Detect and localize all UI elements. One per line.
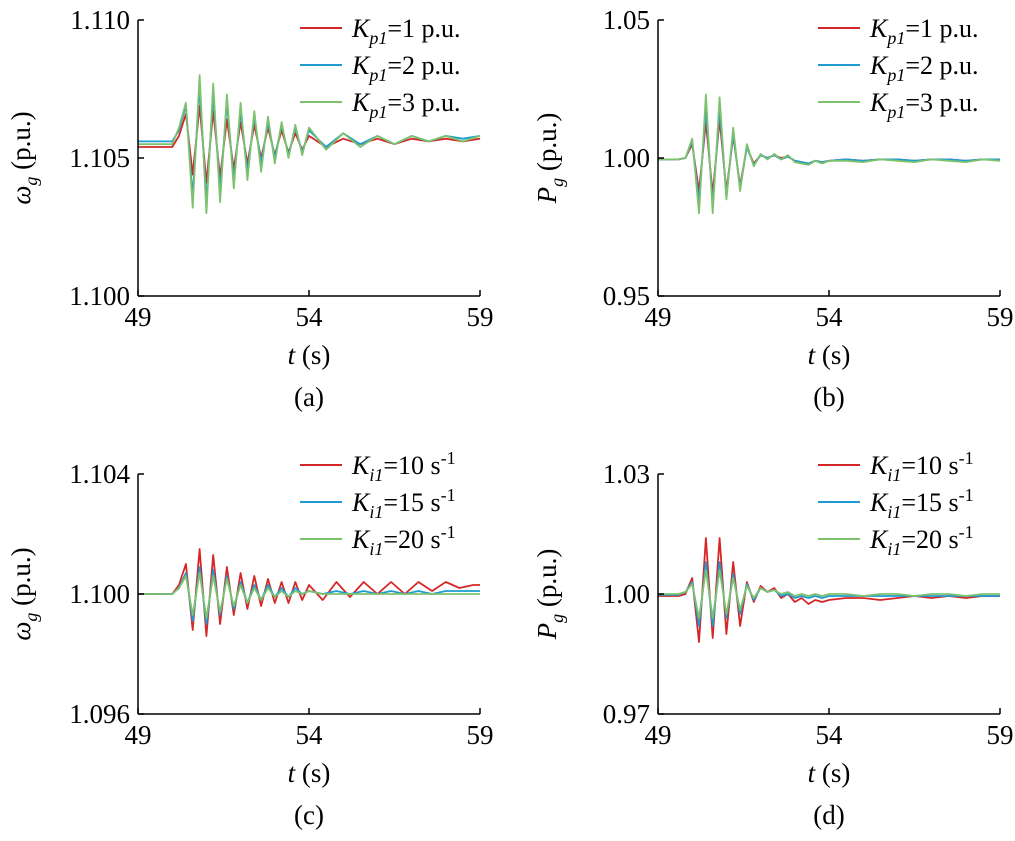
- panel-label: (c): [294, 800, 324, 830]
- legend-entry: Kp1=3 p.u.: [351, 88, 461, 122]
- y-axis-label: Pg (p.u.): [532, 113, 567, 205]
- x-tick-label: 54: [816, 720, 844, 750]
- legend: Kp1=1 p.u.Kp1=2 p.u.Kp1=3 p.u.: [300, 14, 461, 122]
- legend-entry: Ki1=10 s-1: [869, 448, 974, 485]
- x-tick-label: 49: [645, 302, 672, 332]
- x-tick-label: 59: [467, 720, 494, 750]
- series-line-3: [658, 569, 1000, 619]
- y-axis-label: ωg (p.u.): [6, 547, 41, 640]
- legend: Kp1=1 p.u.Kp1=2 p.u.Kp1=3 p.u.: [818, 14, 979, 122]
- x-axis-label: t (s): [288, 340, 331, 370]
- y-tick-label: 1.03: [603, 459, 650, 489]
- legend-entry: Kp1=2 p.u.: [351, 51, 461, 85]
- x-tick-label: 54: [296, 720, 324, 750]
- legend-entry: Kp1=1 p.u.: [869, 14, 979, 48]
- y-tick-label: 1.00: [603, 579, 650, 609]
- x-axis-label: t (s): [288, 758, 331, 788]
- x-tick-label: 59: [987, 720, 1014, 750]
- y-axis-label: Pg (p.u.): [532, 549, 567, 641]
- y-tick-label: 1.100: [69, 281, 130, 311]
- legend-entry: Ki1=20 s-1: [351, 522, 456, 559]
- chart-panel-d: 0.97 1.00 1.03 49 54 59 t (s) (d) Pg (p.u.) Ki1=1…: [532, 448, 1014, 830]
- y-tick-label: 1.100: [69, 579, 130, 609]
- legend-entry: Ki1=15 s-1: [351, 485, 456, 522]
- legend-entry: Kp1=2 p.u.: [869, 51, 979, 85]
- x-tick-label: 59: [987, 302, 1014, 332]
- legend-entry: Ki1=10 s-1: [351, 448, 456, 485]
- series-line-3: [138, 572, 480, 619]
- y-tick-label: 1.05: [603, 5, 650, 35]
- x-tick-label: 54: [816, 302, 844, 332]
- legend-entry: Kp1=3 p.u.: [869, 88, 979, 122]
- y-tick-label: 1.104: [69, 459, 130, 489]
- x-tick-label: 59: [467, 302, 494, 332]
- x-tick-label: 54: [296, 302, 324, 332]
- x-tick-label: 49: [125, 720, 152, 750]
- chart-panel-a: 1.100 1.105 1.110 49 54 59 t (s) (a) ωg (p.u.) Kp…: [6, 5, 494, 412]
- y-tick-label: 1.00: [603, 143, 650, 173]
- legend-entry: Ki1=15 s-1: [869, 485, 974, 522]
- series-line-3: [658, 93, 1001, 215]
- panel-label: (b): [813, 382, 844, 412]
- y-tick-label: 1.110: [70, 5, 130, 35]
- y-axis-label: ωg (p.u.): [6, 111, 41, 204]
- legend-entry: Ki1=20 s-1: [869, 522, 974, 559]
- x-axis-label: t (s): [808, 758, 851, 788]
- x-tick-label: 49: [645, 720, 672, 750]
- y-tick-label: 1.096: [69, 699, 130, 729]
- series-line-3: [138, 74, 481, 215]
- chart-panel-c: 1.096 1.100 1.104 49 54 59 t (s) (c) ωg (p.u.) Ki…: [6, 448, 494, 830]
- x-tick-label: 49: [125, 302, 152, 332]
- y-tick-label: 0.95: [603, 281, 650, 311]
- panel-label: (a): [294, 382, 324, 412]
- legend-entry: Kp1=1 p.u.: [351, 14, 461, 48]
- panel-label: (d): [813, 800, 844, 830]
- y-tick-label: 1.105: [69, 143, 130, 173]
- x-axis-label: t (s): [808, 340, 851, 370]
- chart-panel-b: 0.95 1.00 1.05 49 54 59 t (s) (b) Pg (p.u.) Kp1=1…: [532, 5, 1014, 412]
- y-tick-label: 0.97: [603, 699, 650, 729]
